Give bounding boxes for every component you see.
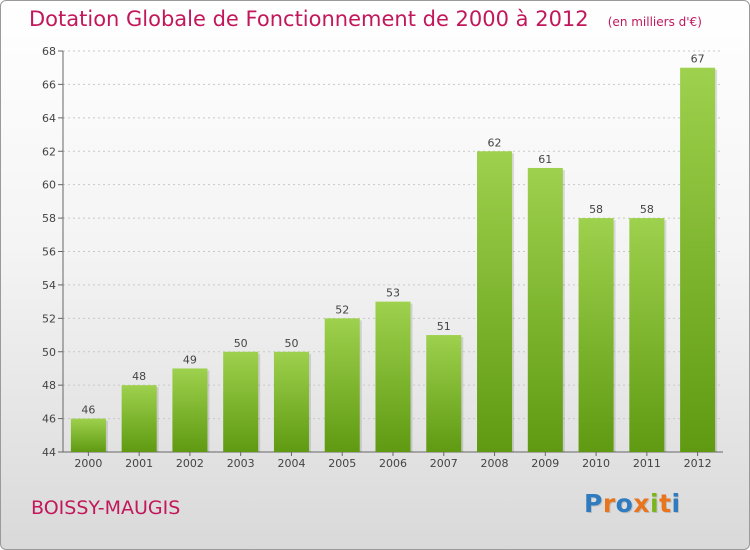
value-label: 48: [132, 370, 146, 383]
logo-letter: x: [633, 489, 650, 518]
bar: [578, 218, 614, 452]
logo-letter: r: [602, 489, 616, 518]
proxiti-logo: Proxiti: [584, 489, 681, 518]
logo-letter: o: [615, 489, 634, 518]
logo-letter: P: [584, 489, 603, 518]
axis-layer: 44 46 48 50 52 54 56 58 60 62 64 66 68 2000 2001 2002 20…: [42, 45, 723, 470]
x-tick-label: 2008: [481, 457, 509, 470]
bar: [223, 351, 259, 452]
value-label: 46: [81, 404, 95, 417]
bar: [375, 301, 411, 452]
bar: [172, 368, 208, 452]
logo-letter: t: [659, 489, 672, 518]
x-tick-label: 2003: [227, 457, 255, 470]
y-tick-label: 52: [42, 312, 56, 325]
value-label: 51: [437, 320, 451, 333]
x-tick-label: 2006: [379, 457, 407, 470]
x-tick-label: 2007: [430, 457, 458, 470]
value-label: 50: [284, 337, 298, 350]
y-tick-label: 46: [42, 413, 56, 426]
bar: [680, 67, 716, 452]
x-tick-label: 2002: [176, 457, 204, 470]
y-tick-label: 50: [42, 346, 56, 359]
bar: [324, 318, 360, 452]
value-label: 62: [488, 136, 502, 149]
value-label: 53: [386, 287, 400, 300]
y-tick-label: 48: [42, 379, 56, 392]
title-row: Dotation Globale de Fonctionnement de 20…: [29, 7, 702, 31]
value-label: 58: [640, 203, 654, 216]
value-label: 50: [234, 337, 248, 350]
x-tick-label: 2005: [328, 457, 356, 470]
y-tick-label: 56: [42, 246, 56, 259]
x-tick-label: 2001: [125, 457, 153, 470]
bar: [527, 167, 563, 453]
value-label: 49: [183, 353, 197, 366]
commune-name: BOISSY-MAUGIS: [31, 497, 181, 519]
y-tick-label: 44: [42, 446, 56, 459]
label-layer: 46 48 49 50 50 52 53 51 62 61 58 58 67: [81, 53, 704, 417]
value-label: 67: [691, 53, 705, 66]
value-label: 52: [335, 303, 349, 316]
y-tick-label: 66: [42, 78, 56, 91]
bar: [70, 418, 106, 452]
x-tick-label: 2012: [684, 457, 712, 470]
y-tick-label: 60: [42, 179, 56, 192]
x-tick-label: 2011: [633, 457, 661, 470]
x-tick-label: 2004: [277, 457, 305, 470]
x-tick-label: 2009: [531, 457, 559, 470]
bar-layer: [70, 67, 718, 453]
value-label: 58: [589, 203, 603, 216]
y-tick-label: 68: [42, 45, 56, 58]
x-tick-label: 2010: [582, 457, 610, 470]
y-tick-label: 54: [42, 279, 56, 292]
value-label: 61: [538, 153, 552, 166]
logo-letter: i: [650, 489, 660, 518]
y-tick-label: 62: [42, 145, 56, 158]
y-tick-label: 64: [42, 112, 56, 125]
bar: [426, 335, 462, 452]
bar: [477, 151, 513, 452]
y-tick-label: 58: [42, 212, 56, 225]
bar: [273, 351, 309, 452]
x-tick-label: 2000: [74, 457, 102, 470]
chart-subtitle: (en milliers d'€): [607, 15, 702, 29]
bar: [121, 385, 157, 452]
chart-title: Dotation Globale de Fonctionnement de 20…: [29, 7, 589, 31]
bar: [629, 218, 665, 452]
logo-letter: i: [671, 489, 681, 518]
